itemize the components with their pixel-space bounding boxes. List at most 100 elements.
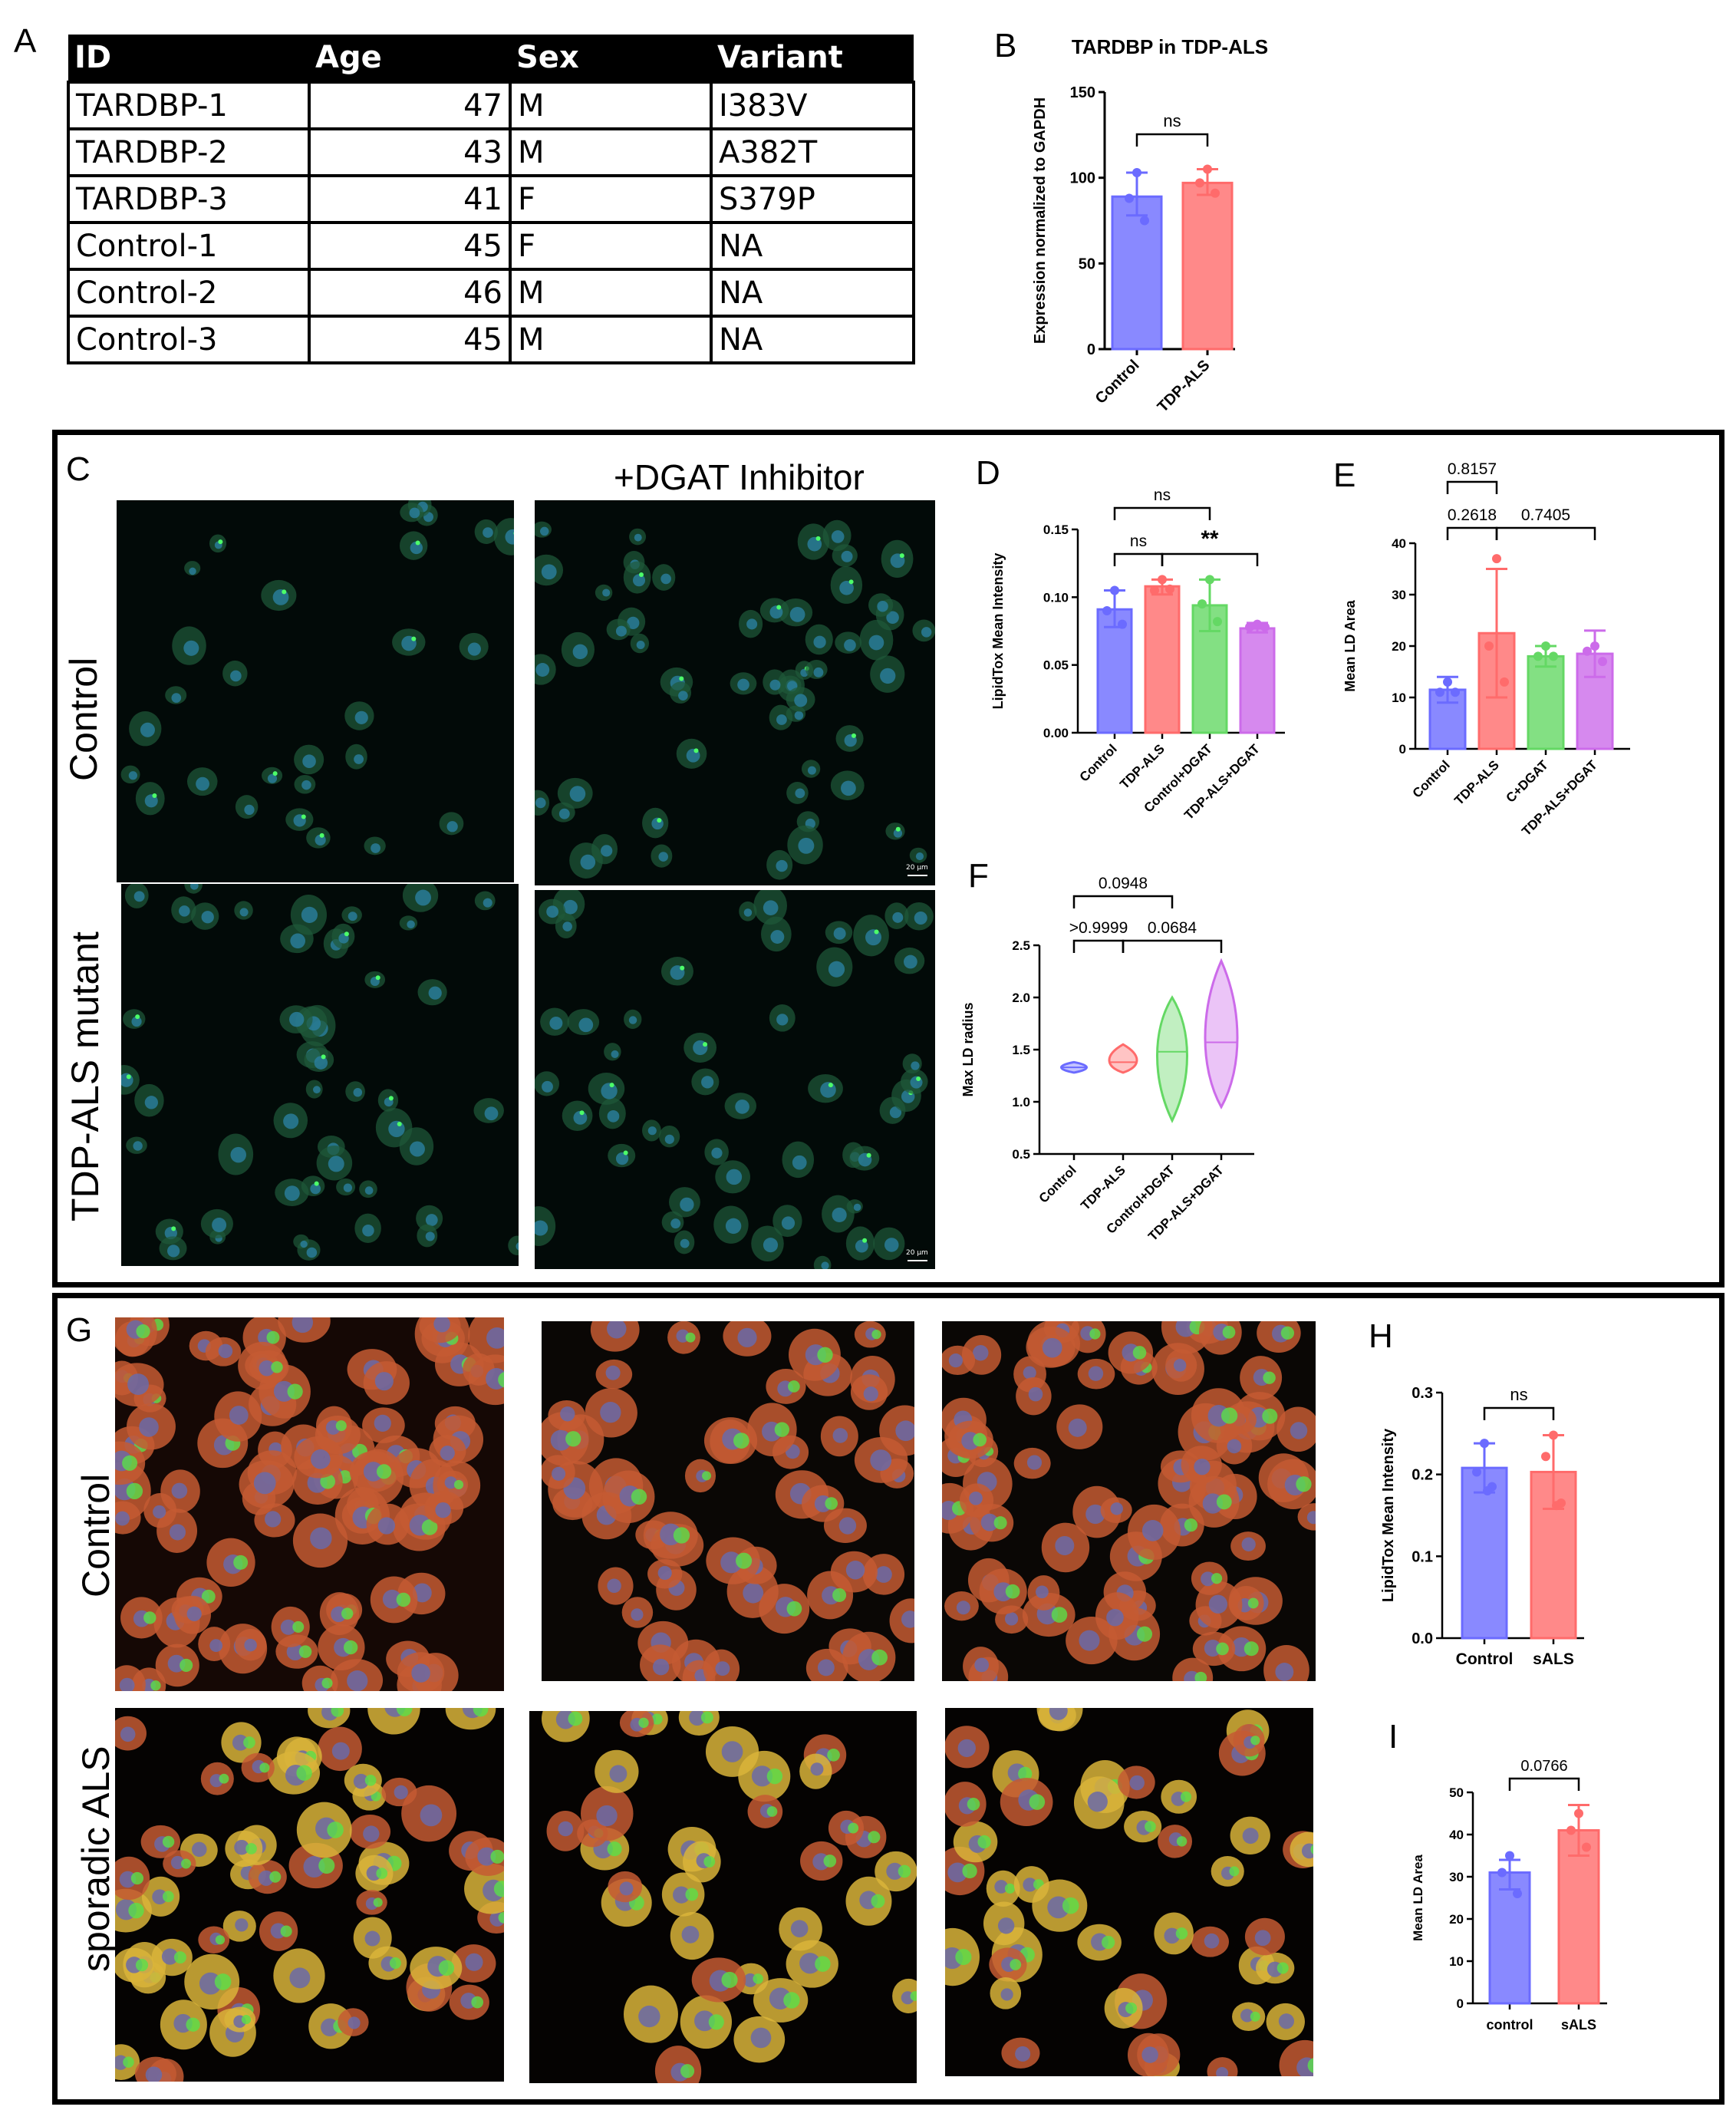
lipid-droplet — [1280, 1326, 1295, 1340]
data-point — [1102, 606, 1112, 615]
nucleus — [169, 1524, 186, 1541]
nucleus — [328, 1156, 344, 1172]
scale-bar-2 — [908, 1260, 927, 1261]
nucleus — [948, 1353, 964, 1368]
nucleus — [201, 911, 214, 924]
x-tick-label: Control — [1036, 1162, 1079, 1205]
header-sex: Sex — [510, 35, 711, 82]
nucleus — [189, 567, 196, 575]
data-point — [1484, 641, 1494, 651]
data-point — [1245, 622, 1254, 632]
nucleus — [681, 1926, 700, 1944]
cell — [508, 1235, 519, 1256]
micrograph-tdp-als-dgat: 20 µm — [535, 890, 935, 1269]
nucleus — [1042, 1337, 1062, 1358]
lipid-droplet — [1125, 2002, 1138, 2014]
data-point — [1552, 1501, 1561, 1511]
nucleus — [1301, 1843, 1313, 1859]
table-row: Control-2 46 M NA — [67, 268, 915, 318]
lipid-droplet — [825, 1497, 838, 1510]
y-tick-label: 10 — [1392, 691, 1406, 705]
x-tick-label: TDP-ALS — [1117, 741, 1168, 792]
comparison-bracket — [1495, 526, 1596, 540]
lipid-droplet — [871, 1330, 881, 1340]
comparison-label: ns — [1163, 111, 1181, 130]
bar — [1181, 181, 1234, 351]
data-point — [1110, 585, 1119, 595]
lipid-droplet — [331, 1708, 344, 1717]
nucleus — [131, 1016, 142, 1027]
nucleus — [313, 1086, 321, 1094]
nucleus — [192, 1841, 207, 1858]
lipid-droplet — [272, 771, 278, 776]
lipid-droplet — [657, 818, 662, 823]
bar — [1239, 627, 1276, 734]
lipid-droplet — [910, 1991, 917, 2001]
nucleus — [1141, 1520, 1164, 1541]
cell-field-c3 — [121, 884, 519, 1261]
comparison-label: 0.0948 — [1099, 875, 1148, 892]
lipid-droplet — [421, 1519, 438, 1535]
data-point — [1505, 1851, 1514, 1861]
nucleus — [969, 1491, 983, 1505]
y-tick-label: 30 — [1449, 1870, 1464, 1884]
nucleus — [234, 1839, 249, 1855]
cell-field-c4 — [535, 890, 934, 1269]
lipid-droplet — [292, 1620, 305, 1633]
lipid-droplet — [163, 1891, 174, 1903]
header-age: Age — [309, 35, 510, 82]
violin — [1204, 958, 1239, 1109]
micrograph-tdp-als — [121, 884, 519, 1266]
nucleus — [120, 1726, 136, 1742]
nucleus — [632, 574, 646, 587]
nucleus — [484, 1106, 499, 1121]
lipid-droplet — [703, 1855, 716, 1868]
lipid-droplet — [871, 1894, 885, 1908]
nucleus — [863, 1386, 878, 1402]
nucleus — [362, 1225, 374, 1237]
lipid-droplet — [680, 2064, 695, 2079]
nucleus — [127, 1373, 149, 1396]
nucleus — [139, 1417, 159, 1437]
nucleus — [580, 854, 596, 870]
nucleus — [1055, 1535, 1075, 1555]
lipid-droplet — [1018, 1766, 1033, 1781]
nucleus — [407, 920, 415, 929]
lipid-droplet — [651, 1713, 663, 1725]
nucleus — [546, 905, 559, 918]
data-point — [1582, 1842, 1591, 1852]
cell — [293, 1234, 309, 1249]
lipid-droplet — [721, 1971, 738, 1988]
nucleus — [615, 625, 627, 637]
nucleus — [477, 1847, 496, 1866]
lipid-droplet — [150, 1680, 161, 1691]
nucleus — [821, 1261, 829, 1269]
nucleus — [153, 1505, 166, 1519]
lipid-droplet — [152, 793, 157, 798]
cell-variant: I383V — [710, 81, 915, 130]
nucleus — [828, 961, 845, 978]
comparison-label: 0.8157 — [1448, 460, 1497, 478]
panel-label-f: F — [968, 857, 989, 895]
lipid-droplet — [136, 1324, 150, 1339]
y-tick-label: 0 — [1457, 1996, 1464, 2011]
nucleus — [1306, 1511, 1316, 1525]
y-tick-label: 0.3 — [1412, 1385, 1433, 1402]
nucleus — [302, 754, 316, 769]
lipid-droplet — [1145, 1821, 1156, 1832]
lipid-droplet — [1062, 1897, 1079, 1914]
nucleus — [289, 1011, 305, 1027]
nucleus — [179, 905, 190, 917]
micrograph-control-dgat: 20 µm — [535, 500, 935, 885]
lipid-droplet — [271, 1361, 283, 1373]
comparison-label: ** — [1201, 526, 1219, 552]
lipid-droplet — [122, 1455, 138, 1471]
panel-label-h: H — [1369, 1317, 1393, 1355]
lipid-droplet — [1250, 2011, 1260, 2022]
nucleus — [486, 1327, 504, 1349]
nucleus — [886, 611, 899, 625]
nucleus — [921, 627, 932, 638]
lipid-droplet — [219, 1773, 229, 1784]
nucleus — [377, 1517, 396, 1535]
